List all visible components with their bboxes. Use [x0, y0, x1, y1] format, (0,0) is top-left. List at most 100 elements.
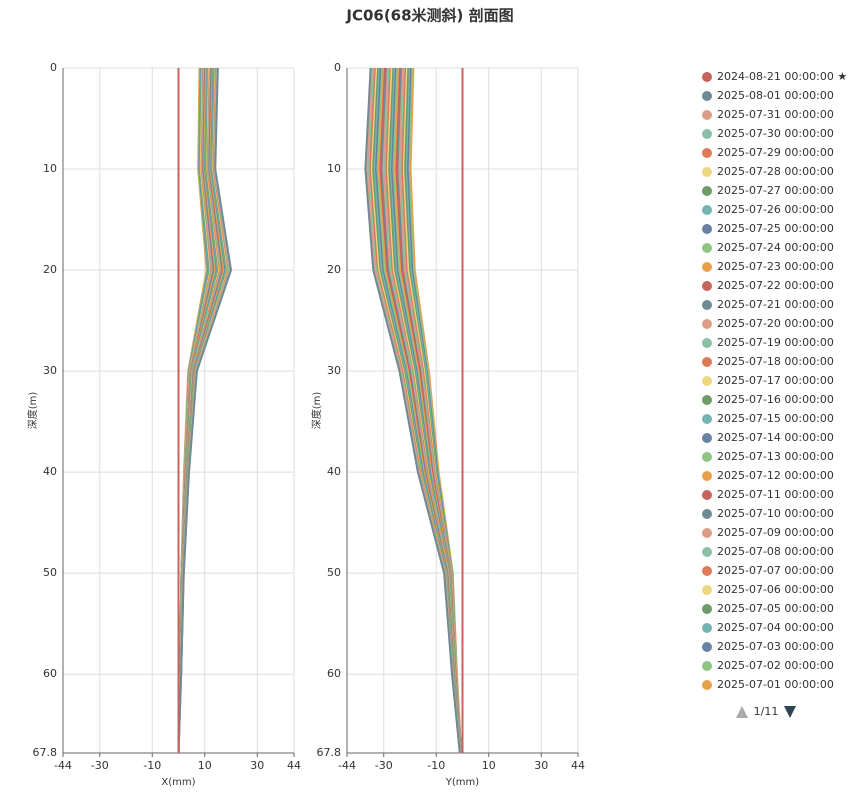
legend-label: 2024-08-21 00:00:00 ★ — [717, 70, 847, 83]
legend-marker — [702, 72, 712, 82]
legend-label: 2025-07-01 00:00:00 — [717, 678, 834, 691]
legend-label: 2025-07-30 00:00:00 — [717, 127, 834, 140]
x-tick-label: 30 — [534, 759, 548, 772]
legend-marker — [702, 623, 712, 633]
y-tick-label: 10 — [327, 162, 341, 175]
legend-marker — [702, 680, 712, 690]
legend-marker — [702, 357, 712, 367]
y-tick-label: 20 — [327, 263, 341, 276]
legend-label: 2025-07-07 00:00:00 — [717, 564, 834, 577]
legend-marker — [702, 471, 712, 481]
y-tick-label: 50 — [327, 566, 341, 579]
x-tick-label: -30 — [375, 759, 393, 772]
x-axis-label: Y(mm) — [445, 777, 479, 788]
legend-marker — [702, 376, 712, 386]
legend-label: 2025-07-02 00:00:00 — [717, 659, 834, 672]
legend-marker — [702, 338, 712, 348]
y-tick-label: 30 — [327, 364, 341, 377]
y-tick-label: 40 — [327, 465, 341, 478]
y-tick-label: 60 — [43, 667, 57, 680]
legend-label: 2025-07-25 00:00:00 — [717, 222, 834, 235]
y-axis-label: 深度(m) — [310, 392, 323, 430]
legend-marker — [702, 509, 712, 519]
legend-prev[interactable] — [736, 706, 748, 718]
legend-label: 2025-07-03 00:00:00 — [717, 640, 834, 653]
legend-next[interactable] — [784, 706, 796, 718]
legend-label: 2025-07-20 00:00:00 — [717, 317, 834, 330]
x-tick-label: -10 — [143, 759, 161, 772]
legend-marker — [702, 281, 712, 291]
x-tick-label: 44 — [571, 759, 585, 772]
legend-label: 2025-08-01 00:00:00 — [717, 89, 834, 102]
x-tick-label: -10 — [427, 759, 445, 772]
y-tick-label: 0 — [50, 61, 57, 74]
legend-marker — [702, 300, 712, 310]
y-tick-label: 0 — [334, 61, 341, 74]
y-tick-label: 67.8 — [33, 746, 58, 759]
x-axis-label: X(mm) — [161, 777, 195, 788]
legend-label: 2025-07-11 00:00:00 — [717, 488, 834, 501]
series-line — [177, 67, 233, 754]
legend-marker — [702, 224, 712, 234]
legend-marker — [702, 167, 712, 177]
y-tick-label: 67.8 — [317, 746, 342, 759]
legend-label: 2025-07-29 00:00:00 — [717, 146, 834, 159]
legend-marker — [702, 243, 712, 253]
y-tick-label: 60 — [327, 667, 341, 680]
legend-label: 2025-07-24 00:00:00 — [717, 241, 834, 254]
legend-label: 2025-07-28 00:00:00 — [717, 165, 834, 178]
legend-label: 2025-07-22 00:00:00 — [717, 279, 834, 292]
legend-marker — [702, 110, 712, 120]
x-tick-label: 30 — [250, 759, 264, 772]
legend-marker — [702, 433, 712, 443]
legend-marker — [702, 414, 712, 424]
x-tick-label: -30 — [91, 759, 109, 772]
legend-label: 2025-07-04 00:00:00 — [717, 621, 834, 634]
legend-label: 2025-07-23 00:00:00 — [717, 260, 834, 273]
y-tick-label: 40 — [43, 465, 57, 478]
y-tick-label: 20 — [43, 263, 57, 276]
legend-marker — [702, 528, 712, 538]
legend-label: 2025-07-21 00:00:00 — [717, 298, 834, 311]
x-tick-label: 10 — [198, 759, 212, 772]
series-line — [364, 67, 461, 754]
legend-marker — [702, 129, 712, 139]
legend-marker — [702, 91, 712, 101]
legend-marker — [702, 148, 712, 158]
legend-page: 1/11 — [754, 705, 779, 718]
legend-marker — [702, 547, 712, 557]
x-tick-label: 10 — [482, 759, 496, 772]
y-tick-label: 50 — [43, 566, 57, 579]
legend-label: 2025-07-06 00:00:00 — [717, 583, 834, 596]
x-tick-label: -44 — [338, 759, 356, 772]
legend-marker — [702, 566, 712, 576]
legend-marker — [702, 661, 712, 671]
legend-marker — [702, 319, 712, 329]
legend-label: 2025-07-10 00:00:00 — [717, 507, 834, 520]
legend-label: 2025-07-12 00:00:00 — [717, 469, 834, 482]
legend-label: 2025-07-05 00:00:00 — [717, 602, 834, 615]
chart-title: JC06(68米测斜) 剖面图 — [345, 7, 513, 25]
legend-label: 2025-07-27 00:00:00 — [717, 184, 834, 197]
legend-label: 2025-07-16 00:00:00 — [717, 393, 834, 406]
y-tick-label: 30 — [43, 364, 57, 377]
legend-label: 2025-07-14 00:00:00 — [717, 431, 834, 444]
legend-label: 2025-07-31 00:00:00 — [717, 108, 834, 121]
legend-label: 2025-07-17 00:00:00 — [717, 374, 834, 387]
legend-label: 2025-07-19 00:00:00 — [717, 336, 834, 349]
legend-marker — [702, 262, 712, 272]
legend-marker — [702, 395, 712, 405]
legend-label: 2025-07-09 00:00:00 — [717, 526, 834, 539]
y-tick-label: 10 — [43, 162, 57, 175]
legend-marker — [702, 452, 712, 462]
legend-marker — [702, 186, 712, 196]
legend-label: 2025-07-15 00:00:00 — [717, 412, 834, 425]
legend-label: 2025-07-13 00:00:00 — [717, 450, 834, 463]
legend-label: 2025-07-08 00:00:00 — [717, 545, 834, 558]
x-tick-label: 44 — [287, 759, 301, 772]
legend-marker — [702, 642, 712, 652]
legend-label: 2025-07-26 00:00:00 — [717, 203, 834, 216]
legend-marker — [702, 205, 712, 215]
legend-marker — [702, 585, 712, 595]
